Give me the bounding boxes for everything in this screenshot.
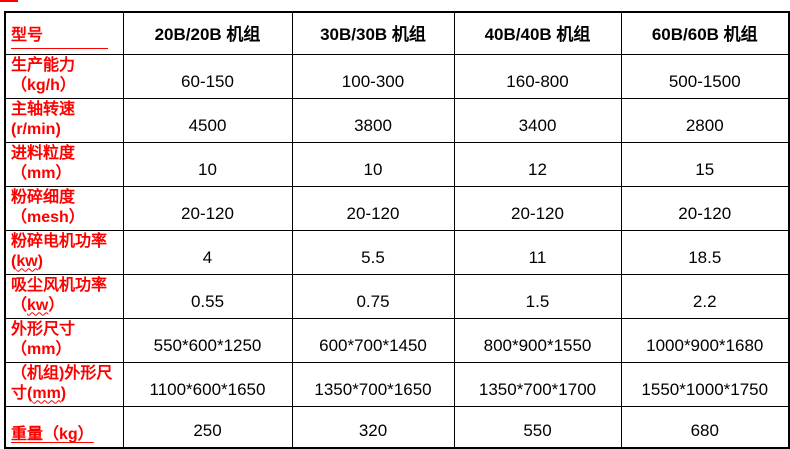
spec-value-cell: 0.75 <box>291 273 455 319</box>
spec-value-cell: 10 <box>122 141 293 187</box>
table-row: 吸尘风机功率 （kw） 0.55 0.75 1.5 2.2 <box>4 273 790 319</box>
crop-artifact-red-line <box>0 0 18 2</box>
column-header: 40B/40B 机组 <box>453 11 622 55</box>
model-header-cell: 型号 <box>4 11 124 55</box>
spec-value-cell: 1100*600*1650 <box>122 361 293 407</box>
spec-value-cell: 800*900*1550 <box>453 317 622 363</box>
table-row: （机组)外形尺 寸(mm) 1100*600*1650 1350*700*1650 13… <box>4 361 790 407</box>
spec-value-cell: 3400 <box>453 97 622 143</box>
table-header-row: 型号 20B/20B 机组 30B/30B 机组 40B/40B 机组 60B/60B… <box>4 11 790 55</box>
spec-value-cell: 1350*700*1650 <box>291 361 455 407</box>
spec-value-cell: 100-300 <box>291 53 455 99</box>
spec-value-cell: 600*700*1450 <box>291 317 455 363</box>
spec-value-cell: 10 <box>291 141 455 187</box>
spec-value-cell: 15 <box>620 141 790 187</box>
table-row: 进料粒度 （mm） 10 10 12 15 <box>4 141 790 187</box>
spec-value-cell: 20-120 <box>122 185 293 231</box>
row-label: 粉碎电机功率 (kw) <box>4 229 124 275</box>
column-header: 60B/60B 机组 <box>620 11 790 55</box>
spec-value-cell: 60-150 <box>122 53 293 99</box>
table-row: 外形尺寸 （mm） 550*600*1250 600*700*1450 800*900*… <box>4 317 790 363</box>
spec-value-cell: 12 <box>453 141 622 187</box>
row-label: 主轴转速 (r/min) <box>4 97 124 143</box>
model-label: 型号 <box>11 26 108 49</box>
spec-value-cell: 1550*1000*1750 <box>620 361 790 407</box>
row-label: （机组)外形尺 寸(mm) <box>4 361 124 407</box>
spec-value-cell: 1.5 <box>453 273 622 319</box>
spec-value-cell: 2.2 <box>620 273 790 319</box>
spec-value-cell: 11 <box>453 229 622 275</box>
spec-value-cell: 4 <box>122 229 293 275</box>
spec-value-cell: 160-800 <box>453 53 622 99</box>
spec-value-cell: 250 <box>122 405 293 449</box>
spec-value-cell: 1350*700*1700 <box>453 361 622 407</box>
spec-value-cell: 3800 <box>291 97 455 143</box>
row-label: 进料粒度 （mm） <box>4 141 124 187</box>
table-row: 粉碎电机功率 (kw) 4 5.5 11 18.5 <box>4 229 790 275</box>
spec-value-cell: 2800 <box>620 97 790 143</box>
spec-value-cell: 20-120 <box>620 185 790 231</box>
spec-value-cell: 0.55 <box>122 273 293 319</box>
spec-value-cell: 320 <box>291 405 455 449</box>
column-header: 30B/30B 机组 <box>291 11 455 55</box>
spec-value-cell: 680 <box>620 405 790 449</box>
spec-value-cell: 20-120 <box>291 185 455 231</box>
table-row: 主轴转速 (r/min) 4500 3800 3400 2800 <box>4 97 790 143</box>
spec-value-cell: 20-120 <box>453 185 622 231</box>
spec-value-cell: 18.5 <box>620 229 790 275</box>
spec-value-cell: 550*600*1250 <box>122 317 293 363</box>
product-spec-table: 型号 20B/20B 机组 30B/30B 机组 40B/40B 机组 60B/60B… <box>4 11 790 449</box>
spec-value-cell: 4500 <box>122 97 293 143</box>
column-header: 20B/20B 机组 <box>122 11 293 55</box>
row-label: 粉碎细度 （mesh） <box>4 185 124 231</box>
spec-value-cell: 550 <box>453 405 622 449</box>
table-row: 重量（kg） 250 320 550 680 <box>4 405 790 449</box>
spellcheck-wavy-text: kw <box>16 252 38 270</box>
row-label: 吸尘风机功率 （kw） <box>4 273 124 319</box>
spellcheck-wavy-text: kw <box>27 296 49 314</box>
spellcheck-wavy-text: mm <box>32 384 61 402</box>
row-label: 生产能力 （kg/h） <box>4 53 124 99</box>
spec-value-cell: 1000*900*1680 <box>620 317 790 363</box>
table-row: 生产能力 （kg/h） 60-150 100-300 160-800 500-1500 <box>4 53 790 99</box>
row-label: 重量（kg） <box>4 405 124 449</box>
spec-value-cell: 5.5 <box>291 229 455 275</box>
table-row: 粉碎细度 （mesh） 20-120 20-120 20-120 20-120 <box>4 185 790 231</box>
spec-value-cell: 500-1500 <box>620 53 790 99</box>
row-label: 外形尺寸 （mm） <box>4 317 124 363</box>
